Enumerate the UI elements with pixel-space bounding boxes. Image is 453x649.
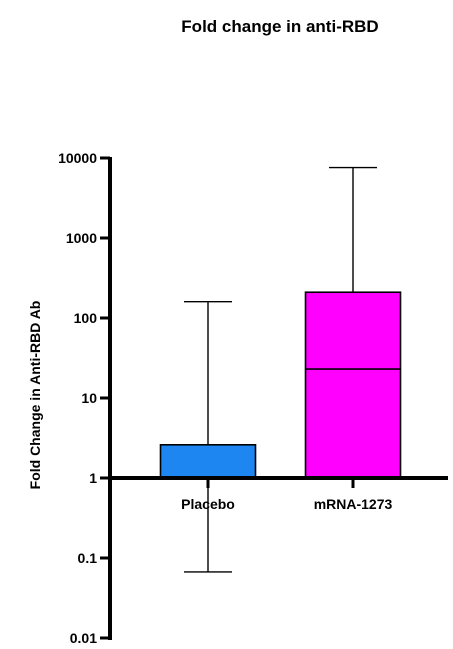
y-tick-label-1: 1 [89, 470, 97, 486]
y-tick-label-10000: 10000 [58, 150, 97, 166]
y-tick-label-1000: 1000 [66, 230, 97, 246]
y-axis-label: Fold Change in Anti-RBD Ab [27, 301, 43, 490]
y-tick-label-10: 10 [81, 390, 97, 406]
chart-title: Fold change in anti-RBD [181, 17, 378, 36]
y-tick-label-100: 100 [74, 310, 98, 326]
bar-placebo [159, 444, 257, 479]
x-tick-label-placebo: Placebo [181, 496, 235, 512]
plot-area: 10000 1000 100 10 1 0.1 0.01 Placebo mRNA-1273 [58, 150, 448, 646]
y-tick-label-0.1: 0.1 [78, 550, 98, 566]
x-tick-label-mrna-1273: mRNA-1273 [314, 496, 393, 512]
y-tick-label-0.01: 0.01 [70, 630, 97, 644]
bar-mrna-1273 [304, 291, 402, 479]
